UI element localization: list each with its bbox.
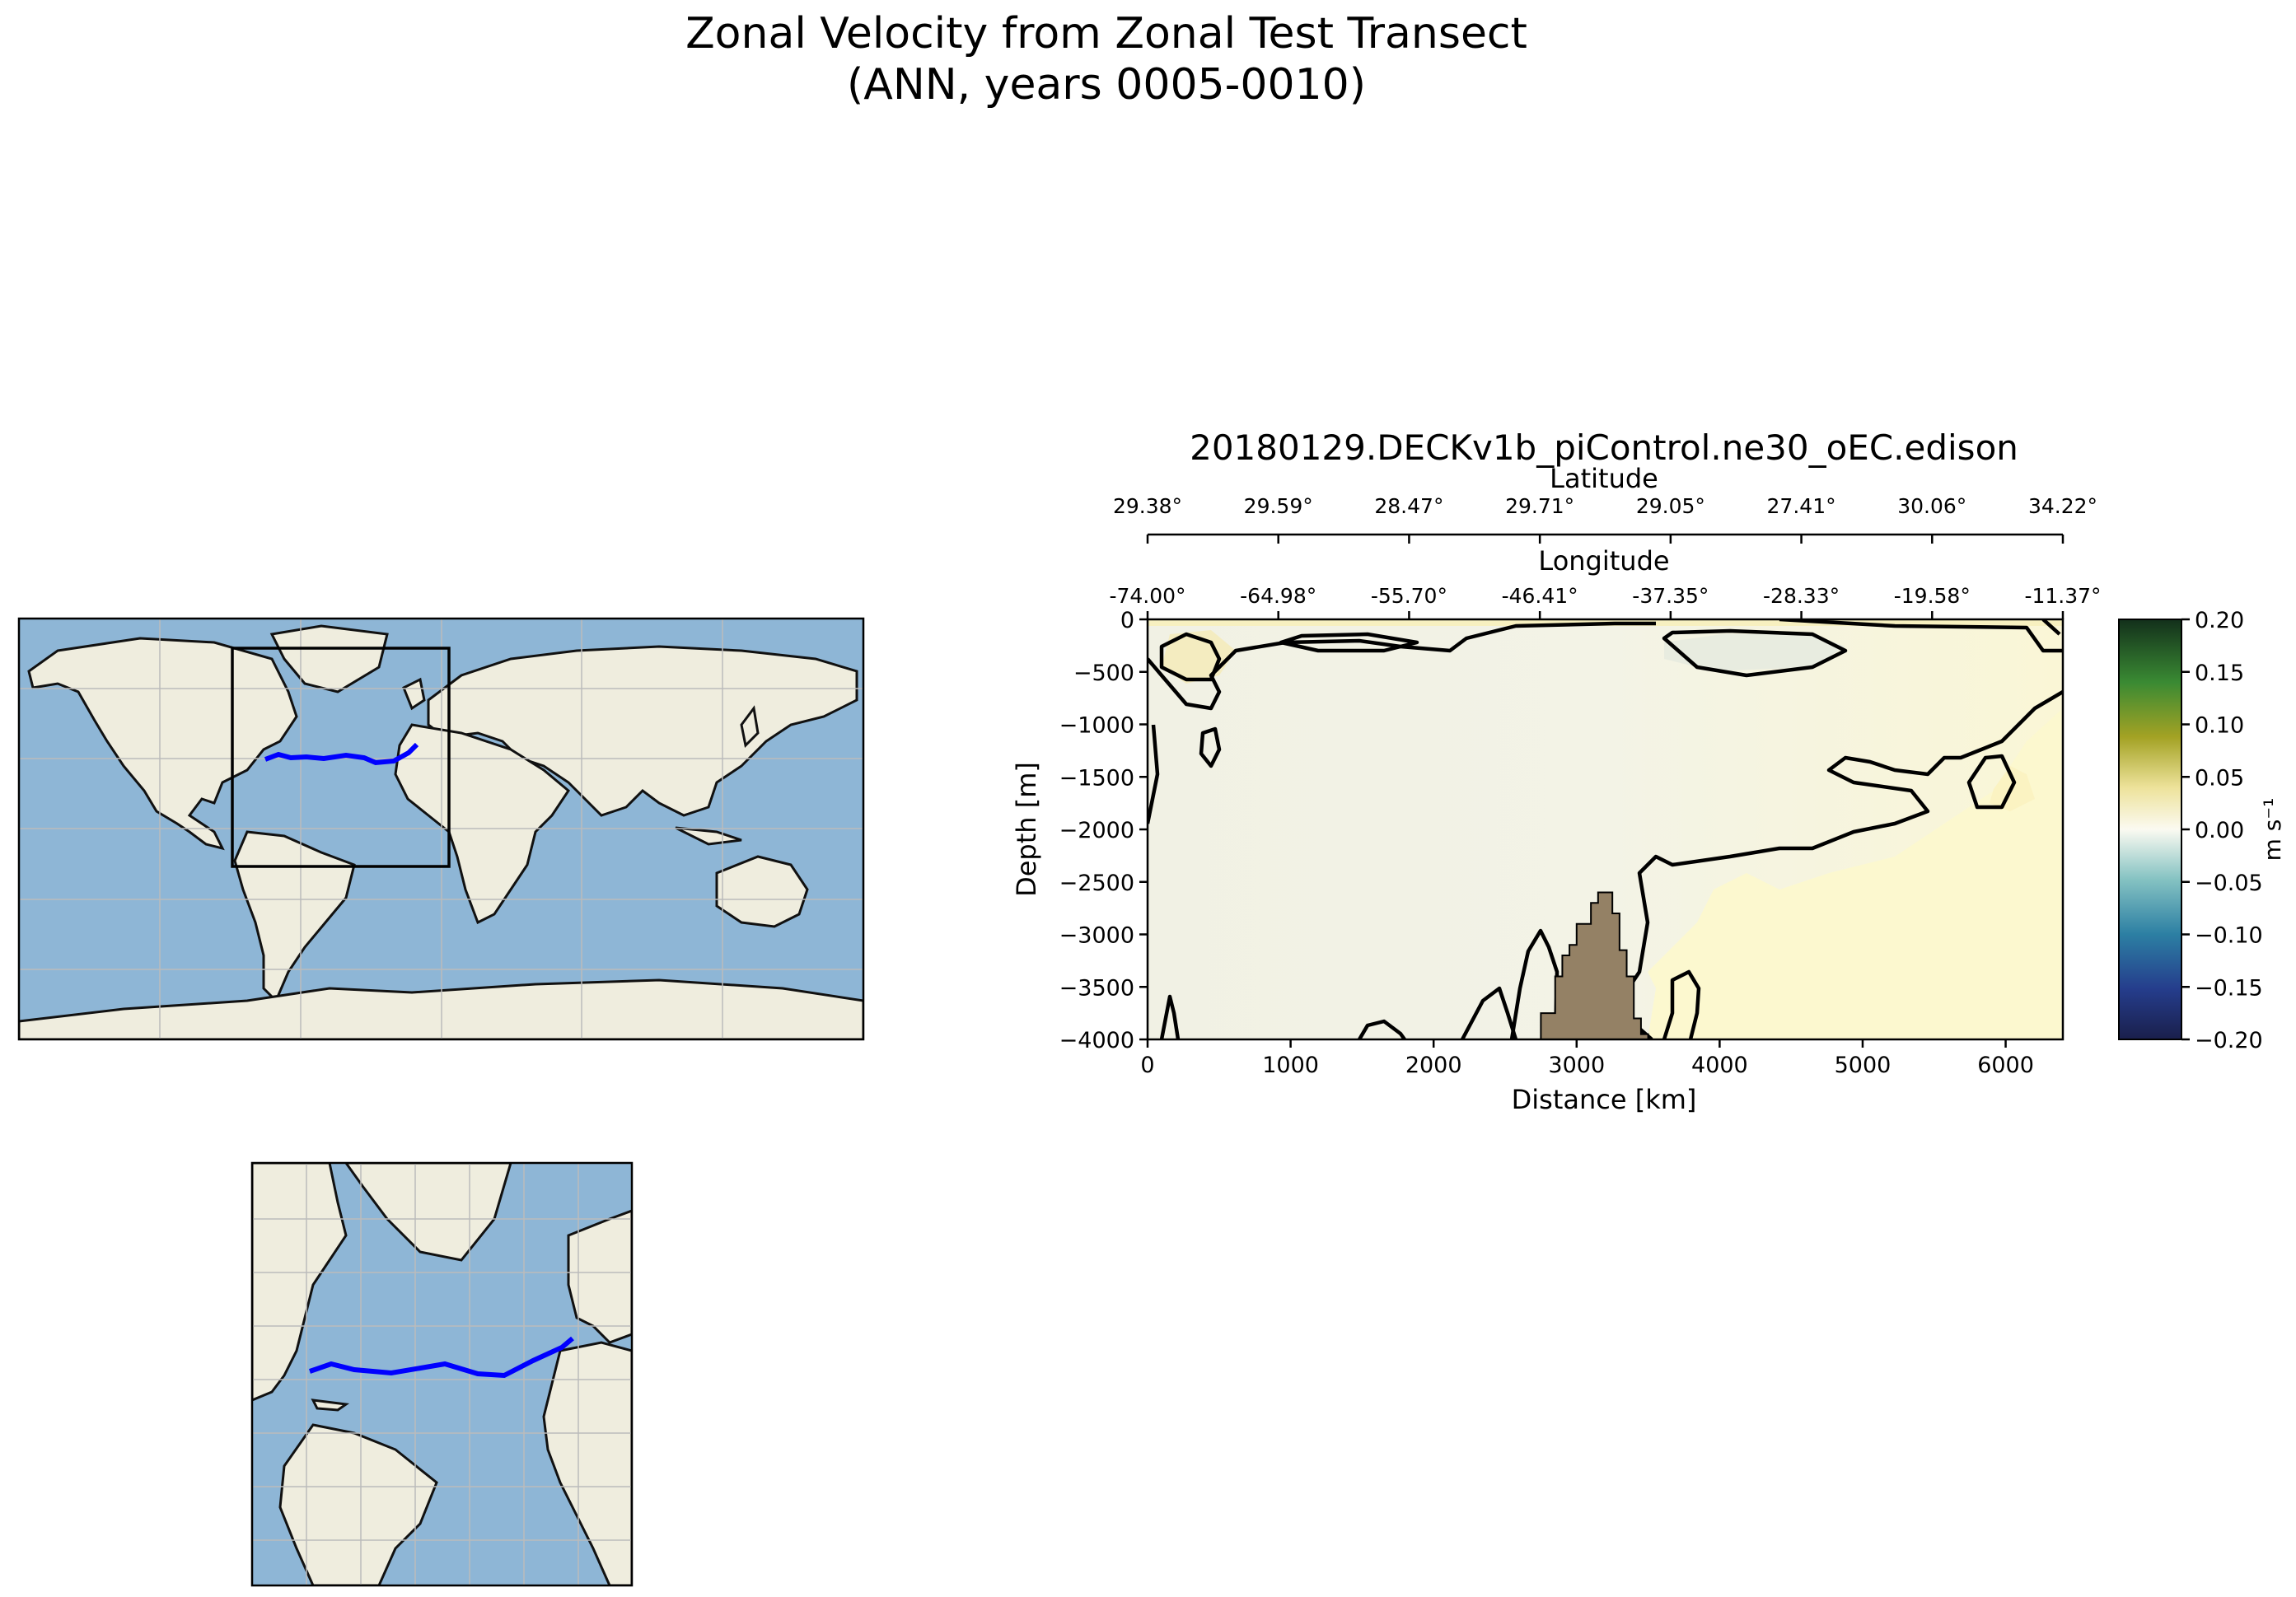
longitude-axis: -74.00° -64.98° -55.70° -46.41° -37.35° -28.3… bbox=[1109, 584, 2102, 619]
y-tick-label: −3500 bbox=[1059, 975, 1134, 1001]
x-tick-label: 1000 bbox=[1262, 1053, 1319, 1078]
longitude-axis-label: Longitude bbox=[1538, 545, 1669, 577]
global-transect-line bbox=[264, 742, 419, 766]
colorbar-gradient bbox=[2118, 619, 2182, 1040]
longitude-tick-label: -64.98° bbox=[1240, 584, 1316, 608]
negative-region-surface bbox=[1664, 634, 1845, 671]
regional-africa bbox=[542, 1341, 632, 1585]
chart-title: 20180129.DECKv1b_piControl.ne30_oEC.edis… bbox=[1190, 427, 2018, 468]
y-tick-label: 0 bbox=[1120, 608, 1134, 633]
colorbar-ticks: 0.20 0.15 0.10 0.05 0.00 −0.05 −0.10 −0.15 −0.20 bbox=[2181, 608, 2263, 1053]
global-map-frame bbox=[17, 617, 865, 1041]
transect-plot: 20180129.DECKv1b_piControl.ne30_oEC.edis… bbox=[1011, 427, 2102, 1115]
y-axis-label: Depth [m] bbox=[1011, 762, 1042, 897]
longitude-tick-label: -74.00° bbox=[1109, 584, 1185, 608]
regional-europe bbox=[567, 1209, 632, 1344]
colorbar-tick-label: −0.20 bbox=[2195, 1028, 2263, 1053]
y-tick-label: −2500 bbox=[1059, 871, 1134, 896]
longitude-tick-label: -55.70° bbox=[1371, 584, 1447, 608]
x-tick-label: 5000 bbox=[1835, 1053, 1892, 1078]
indonesia bbox=[675, 826, 742, 846]
y-axis: 0 −500 −1000 −1500 −2000 −2500 −3000 −3500 −4000 bbox=[1059, 608, 1148, 1053]
suptitle-line-2: (ANN, years 0005-0010) bbox=[847, 60, 1366, 110]
colorbar-tick-label: 0.00 bbox=[2195, 818, 2244, 843]
latitude-tick-label: 29.59° bbox=[1244, 494, 1313, 518]
colorbar-tick-label: 0.15 bbox=[2195, 661, 2244, 686]
x-axis-label: Distance [km] bbox=[1512, 1084, 1697, 1115]
x-axis: 0 1000 2000 3000 4000 5000 6000 bbox=[1140, 1039, 2034, 1078]
regional-north-america bbox=[252, 1163, 348, 1402]
y-tick-label: −3000 bbox=[1059, 923, 1134, 949]
colorbar-tick-label: 0.20 bbox=[2195, 608, 2244, 633]
regional-south-america bbox=[278, 1423, 438, 1585]
y-tick-label: −4000 bbox=[1059, 1028, 1134, 1053]
colorbar-tick-label: 0.10 bbox=[2195, 713, 2244, 739]
y-tick-label: −2000 bbox=[1059, 818, 1134, 843]
latitude-tick-label: 30.06° bbox=[1897, 494, 1966, 518]
latitude-tick-label: 28.47° bbox=[1374, 494, 1443, 518]
colorbar-tick-label: −0.05 bbox=[2195, 871, 2263, 896]
y-tick-label: −1500 bbox=[1059, 765, 1134, 791]
x-tick-label: 2000 bbox=[1405, 1053, 1462, 1078]
global-map bbox=[17, 617, 865, 1041]
positive-region-deep bbox=[1648, 708, 2063, 1039]
bathymetry bbox=[1533, 891, 1649, 1040]
regional-map bbox=[250, 1161, 634, 1587]
x-tick-label: 6000 bbox=[1977, 1053, 2034, 1078]
latitude-tick-label: 29.71° bbox=[1505, 494, 1574, 518]
longitude-tick-label: -11.37° bbox=[2024, 584, 2101, 608]
africa bbox=[394, 723, 570, 925]
south-america bbox=[233, 830, 356, 1003]
longitude-tick-label: -46.41° bbox=[1502, 584, 1578, 608]
y-tick-label: −500 bbox=[1073, 661, 1134, 686]
x-tick-label: 3000 bbox=[1548, 1053, 1605, 1078]
y-tick-label: −1000 bbox=[1059, 713, 1134, 739]
longitude-tick-label: -37.35° bbox=[1632, 584, 1709, 608]
colorbar-tick-label: −0.10 bbox=[2195, 923, 2263, 949]
colorbar-tick-label: −0.15 bbox=[2195, 975, 2263, 1001]
colorbar-tick-label: 0.05 bbox=[2195, 765, 2244, 791]
region-box bbox=[231, 647, 451, 868]
colorbar: 0.20 0.15 0.10 0.05 0.00 −0.05 −0.10 −0.15 −0.20… bbox=[2118, 608, 2286, 1053]
regional-map-frame bbox=[250, 1161, 634, 1587]
x-tick-label: 0 bbox=[1140, 1053, 1154, 1078]
regional-gridlines bbox=[252, 1163, 632, 1585]
latitude-axis-label: Latitude bbox=[1550, 463, 1658, 494]
north-america bbox=[27, 637, 298, 851]
longitude-tick-label: -28.33° bbox=[1763, 584, 1840, 608]
latitude-tick-label: 34.22° bbox=[2028, 494, 2097, 518]
longitude-tick-label: -19.58° bbox=[1894, 584, 1971, 608]
latitude-tick-label: 29.05° bbox=[1636, 494, 1705, 518]
colorbar-label: m s⁻¹ bbox=[2259, 798, 2286, 862]
global-gridlines bbox=[19, 619, 863, 1039]
regional-transect-line bbox=[309, 1336, 574, 1379]
suptitle-line-1: Zonal Velocity from Zonal Test Transect bbox=[685, 9, 1527, 58]
latitude-tick-label: 27.41° bbox=[1767, 494, 1836, 518]
australia bbox=[715, 855, 809, 928]
latitude-tick-label: 29.38° bbox=[1113, 494, 1182, 518]
regional-caribbean bbox=[311, 1399, 350, 1412]
latitude-axis: 29.38° 29.59° 28.47° 29.71° 29.05° 27.41° 30.0… bbox=[1113, 494, 2097, 544]
x-tick-label: 4000 bbox=[1691, 1053, 1748, 1078]
uk bbox=[402, 677, 426, 711]
japan bbox=[740, 705, 760, 749]
